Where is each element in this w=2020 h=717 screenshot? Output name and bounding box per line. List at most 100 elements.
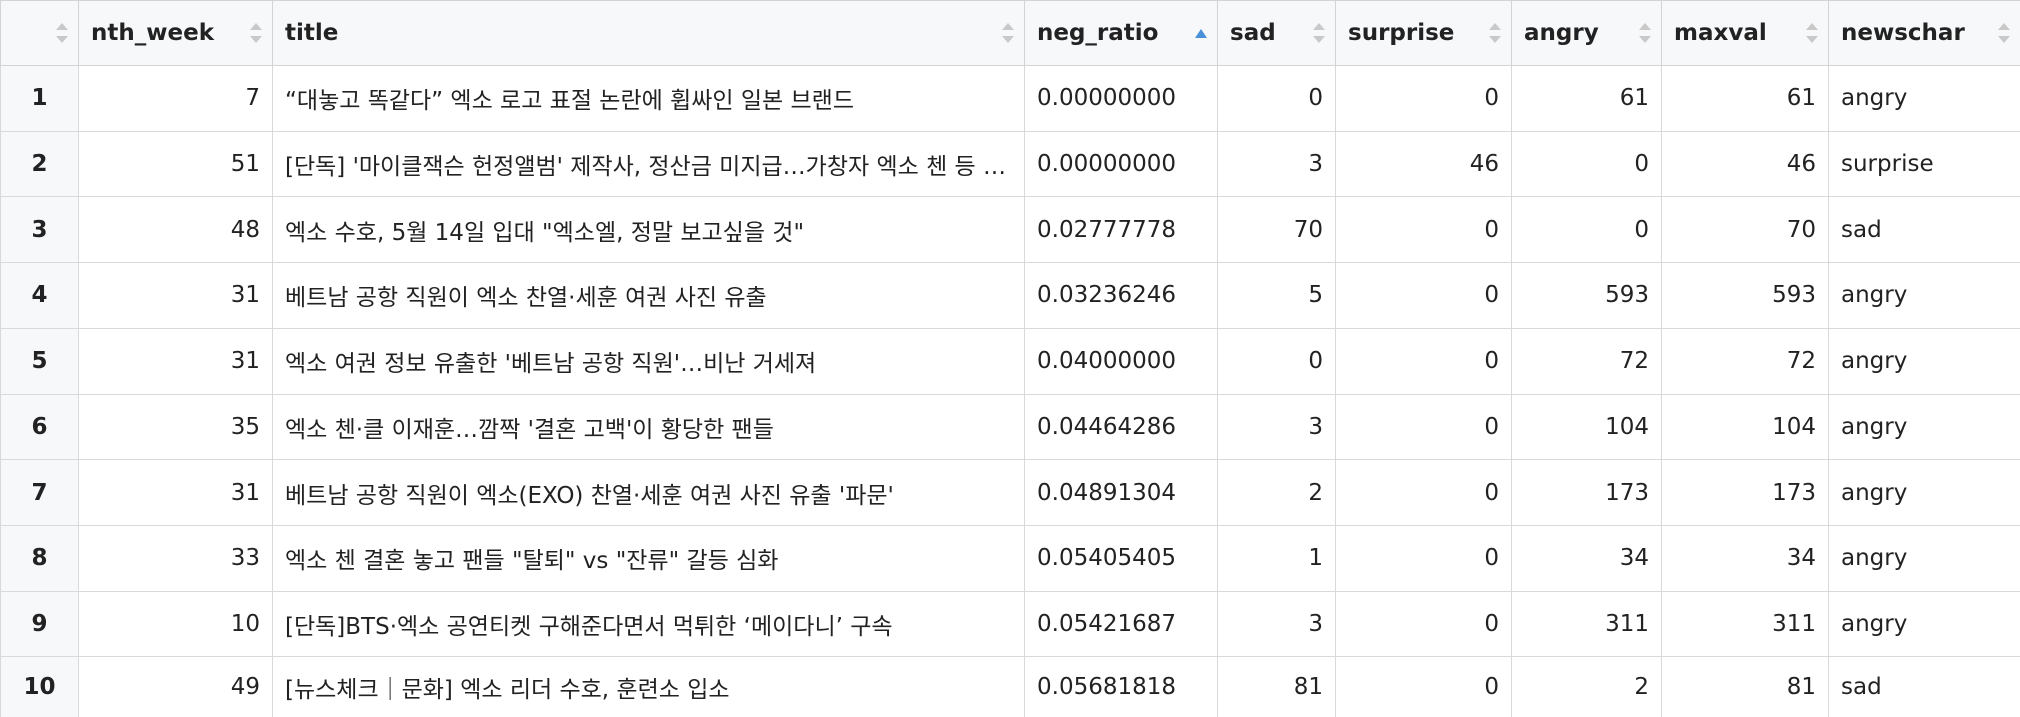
sad-cell: 3 [1217,130,1336,198]
newschar-cell: angry [1828,590,2020,658]
column-header-title[interactable]: title [272,0,1025,66]
row-number-cell: 5 [0,327,79,395]
surprise-cell: 0 [1335,459,1512,526]
maxval-cell: 81 [1661,656,1829,717]
title-cell: “대놓고 똑같다” 엑소 로고 표절 논란에 휩싸인 일본 브랜드 [272,65,1025,132]
row-number-cell: 8 [0,524,79,592]
column-header-neg-ratio[interactable]: neg_ratio [1024,0,1218,66]
column-header-surprise[interactable]: surprise [1335,0,1512,66]
neg-ratio-cell: 0.05681818 [1024,656,1218,717]
nth-week-cell: 35 [78,393,273,461]
table-row: 1 7 “대놓고 똑같다” 엑소 로고 표절 논란에 휩싸인 일본 브랜드 0.000… [0,65,2020,132]
neg-ratio-cell: 0.00000000 [1024,130,1218,198]
angry-cell: 0 [1511,130,1662,198]
surprise-cell: 46 [1335,130,1512,198]
nth-week-cell: 31 [78,459,273,526]
sort-icon[interactable] [1489,22,1501,44]
table-row: 6 35 엑소 첸·클 이재훈…깜짝 '결혼 고백'이 황당한 팬들 0.044642… [0,393,2020,461]
maxval-cell: 593 [1661,262,1829,329]
column-header-newschar[interactable]: newschar [1828,0,2020,66]
sad-cell: 70 [1217,196,1336,264]
title-cell: [단독] '마이클잭슨 헌정앨범' 제작사, 정산금 미지급…가창자 엑소 첸 … [272,130,1025,198]
sort-icon[interactable] [1313,22,1325,44]
maxval-cell: 104 [1661,393,1829,461]
maxval-cell: 61 [1661,65,1829,132]
table-row: 7 31 베트남 공항 직원이 엑소(EXO) 찬열·세훈 여권 사진 유출 '파문… [0,459,2020,526]
sad-cell: 2 [1217,459,1336,526]
sort-icon[interactable] [1998,22,2010,44]
column-header-nth-week[interactable]: nth_week [78,0,273,66]
column-label: angry [1524,20,1599,46]
sort-icon[interactable] [1639,22,1651,44]
sort-ascending-icon[interactable] [1195,22,1207,44]
angry-cell: 593 [1511,262,1662,329]
maxval-cell: 70 [1661,196,1829,264]
angry-cell: 173 [1511,459,1662,526]
table-row: 9 10 [단독]BTS·엑소 공연티켓 구해준다면서 먹튀한 ‘메이다니’ 구속 0… [0,590,2020,658]
neg-ratio-cell: 0.00000000 [1024,65,1218,132]
title-cell: 엑소 수호, 5월 14일 입대 "엑소엘, 정말 보고싶을 것" [272,196,1025,264]
maxval-cell: 46 [1661,130,1829,198]
sort-icon[interactable] [1002,22,1014,44]
row-number-cell: 1 [0,65,79,132]
nth-week-cell: 49 [78,656,273,717]
angry-cell: 34 [1511,524,1662,592]
surprise-cell: 0 [1335,65,1512,132]
sad-cell: 3 [1217,590,1336,658]
newschar-cell: surprise [1828,130,2020,198]
nth-week-cell: 31 [78,327,273,395]
title-cell: 엑소 첸 결혼 놓고 팬들 "탈퇴" vs "잔류" 갈등 심화 [272,524,1025,592]
table-row: 5 31 엑소 여권 정보 유출한 '베트남 공항 직원'…비난 거세져 0.0400… [0,327,2020,395]
angry-cell: 72 [1511,327,1662,395]
row-number-cell: 9 [0,590,79,658]
title-cell: 베트남 공항 직원이 엑소(EXO) 찬열·세훈 여권 사진 유출 '파문' [272,459,1025,526]
surprise-cell: 0 [1335,524,1512,592]
table-body: 1 7 “대놓고 똑같다” 엑소 로고 표절 논란에 휩싸인 일본 브랜드 0.000… [0,65,2020,717]
row-number-cell: 2 [0,130,79,198]
table-row: 10 49 [뉴스체크｜문화] 엑소 리더 수호, 훈련소 입소 0.05681818… [0,656,2020,717]
column-label: surprise [1348,20,1455,46]
newschar-cell: angry [1828,262,2020,329]
sad-cell: 0 [1217,327,1336,395]
neg-ratio-cell: 0.05421687 [1024,590,1218,658]
angry-cell: 2 [1511,656,1662,717]
header-row: nth_week title neg_ratio sad surprise an… [0,0,2020,66]
column-header-maxval[interactable]: maxval [1661,0,1829,66]
nth-week-cell: 51 [78,130,273,198]
newschar-cell: angry [1828,393,2020,461]
sort-icon[interactable] [56,22,68,44]
surprise-cell: 0 [1335,262,1512,329]
neg-ratio-cell: 0.04000000 [1024,327,1218,395]
title-cell: 엑소 여권 정보 유출한 '베트남 공항 직원'…비난 거세져 [272,327,1025,395]
newschar-cell: sad [1828,196,2020,264]
neg-ratio-cell: 0.04464286 [1024,393,1218,461]
sort-icon[interactable] [250,22,262,44]
table-row: 2 51 [단독] '마이클잭슨 헌정앨범' 제작사, 정산금 미지급…가창자 엑소… [0,130,2020,198]
row-number-cell: 7 [0,459,79,526]
column-label: neg_ratio [1037,20,1159,46]
column-label: sad [1230,20,1276,46]
maxval-cell: 173 [1661,459,1829,526]
angry-cell: 311 [1511,590,1662,658]
newschar-cell: angry [1828,524,2020,592]
newschar-cell: angry [1828,327,2020,395]
maxval-cell: 311 [1661,590,1829,658]
nth-week-cell: 48 [78,196,273,264]
sort-icon[interactable] [1806,22,1818,44]
row-number-cell: 4 [0,262,79,329]
column-header-sad[interactable]: sad [1217,0,1336,66]
angry-cell: 0 [1511,196,1662,264]
sad-cell: 5 [1217,262,1336,329]
neg-ratio-cell: 0.04891304 [1024,459,1218,526]
surprise-cell: 0 [1335,590,1512,658]
table-row: 8 33 엑소 첸 결혼 놓고 팬들 "탈퇴" vs "잔류" 갈등 심화 0.054… [0,524,2020,592]
sad-cell: 81 [1217,656,1336,717]
maxval-cell: 72 [1661,327,1829,395]
column-header-rownum[interactable] [0,0,79,66]
column-label: title [285,20,339,46]
row-number-cell: 10 [0,656,79,717]
neg-ratio-cell: 0.05405405 [1024,524,1218,592]
column-label: newschar [1841,20,1965,46]
column-label: nth_week [91,20,214,46]
column-header-angry[interactable]: angry [1511,0,1662,66]
